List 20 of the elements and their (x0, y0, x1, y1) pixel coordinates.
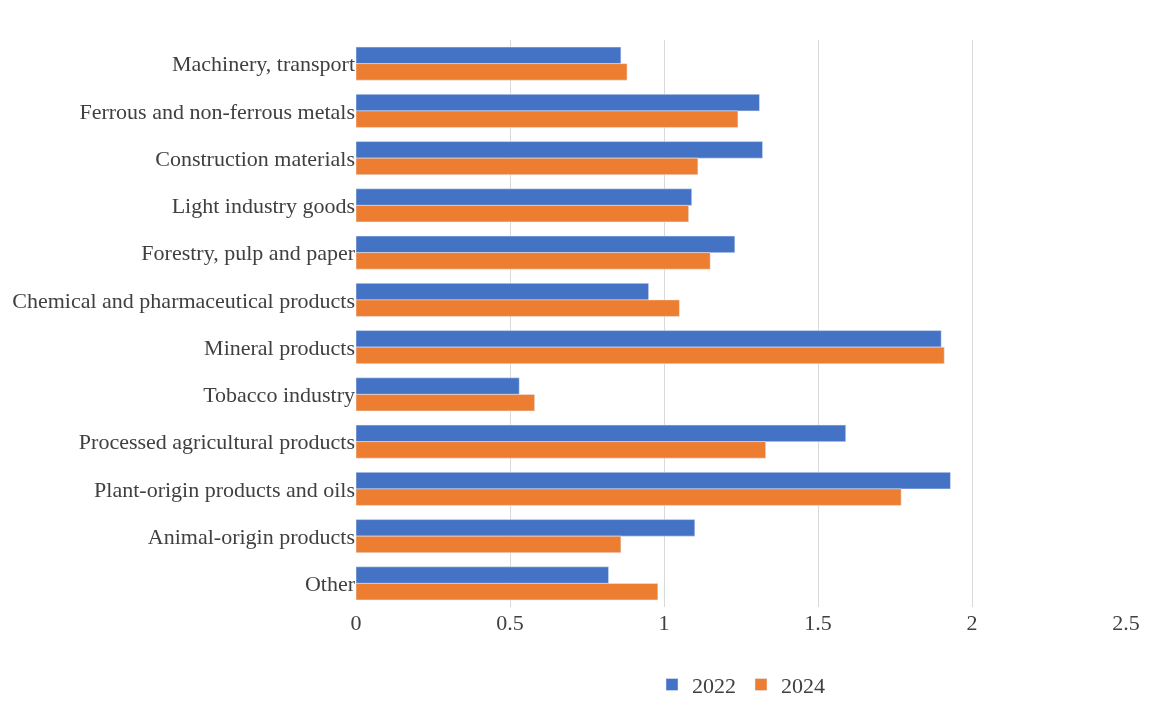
y-tick-label: Machinery, transport (171, 51, 355, 77)
y-tick-label: Mineral products (204, 334, 355, 360)
y-tick-label: Construction materials (155, 145, 355, 171)
y-tick-label: Animal-origin products (147, 523, 355, 549)
x-tick-label: 0 (350, 610, 362, 635)
x-tick-label: 1 (658, 610, 670, 635)
y-tick-label: Tobacco industry (203, 382, 355, 408)
y-tick-label: Chemical and pharmaceutical products (12, 287, 355, 313)
y-tick-label: Ferrous and non-ferrous metals (79, 98, 355, 124)
legend-label: 2022 (692, 673, 736, 699)
y-tick-label: Plant-origin products and oils (94, 476, 355, 502)
y-tick-label: Other (304, 571, 356, 597)
y-tick-label: Light industry goods (171, 193, 355, 219)
x-tick-label: 0.5 (496, 610, 524, 635)
x-tick-label: 1.5 (804, 610, 832, 635)
y-tick-label: Processed agricultural products (78, 429, 355, 455)
x-tick-label: 2.5 (1112, 610, 1140, 635)
legend-label: 2024 (781, 673, 825, 699)
x-tick-label: 2 (966, 610, 978, 635)
y-tick-label: Forestry, pulp and paper (141, 240, 356, 266)
